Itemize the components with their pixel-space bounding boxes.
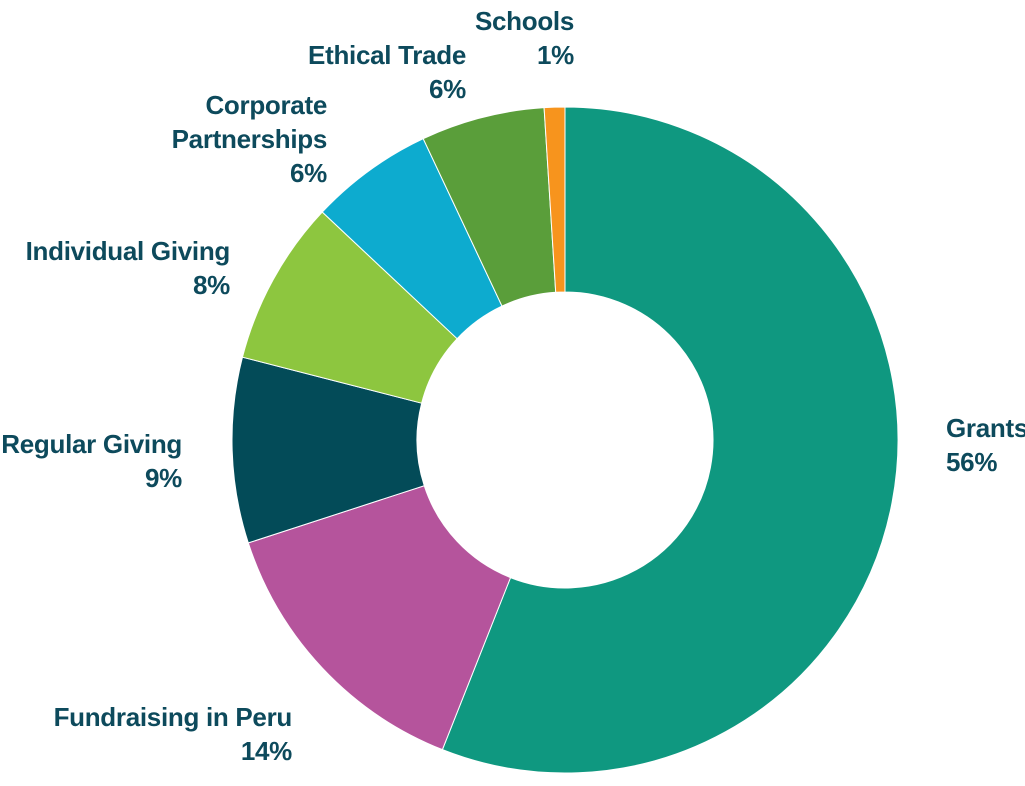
label-percent-schools: 1% — [537, 40, 574, 70]
label-regular-giving: Regular Giving 9% — [1, 427, 182, 495]
label-fundraising-in-peru: Fundraising in Peru 14% — [53, 700, 293, 768]
label-name-ethical-trade: Ethical Trade — [308, 40, 466, 70]
label-name-grants: Grants — [946, 413, 1025, 443]
label-percent-regular-giving: 9% — [145, 463, 182, 493]
label-percent-grants: 56% — [946, 447, 998, 477]
label-name-individual-giving: Individual Giving — [25, 236, 231, 266]
label-grants: Grants 56% — [946, 411, 1025, 479]
label-percent-ethical-trade: 6% — [429, 74, 466, 104]
slice-grants — [441, 106, 899, 774]
label-name-fundraising-in-peru: Fundraising in Peru — [53, 702, 293, 732]
slice-schools — [543, 106, 566, 293]
label-name-corporate-partnerships: Partnerships — [171, 124, 328, 154]
label-percent-corporate-partnerships: 6% — [290, 158, 327, 188]
slice-fundraising-in-peru — [247, 485, 512, 751]
label-name-regular-giving: Regular Giving — [1, 429, 182, 459]
label-percent-fundraising-in-peru: 14% — [240, 736, 292, 766]
label-schools: Schools 1% — [475, 4, 574, 72]
label-name-corporate-partnerships: Corporate — [205, 90, 327, 120]
label-percent-individual-giving: 8% — [193, 270, 230, 300]
label-name-schools: Schools — [474, 6, 574, 36]
label-corporate-partnerships: Corporate Partnerships 6% — [171, 88, 328, 190]
label-ethical-trade: Ethical Trade 6% — [308, 38, 466, 106]
label-individual-giving: Individual Giving 8% — [25, 234, 231, 302]
